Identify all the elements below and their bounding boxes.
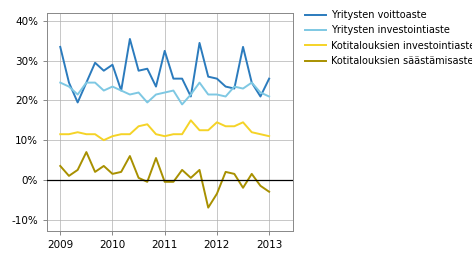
Legend: Yritysten voittoaste, Yritysten investointiaste, Kotitalouksien investointiaste,: Yritysten voittoaste, Yritysten investoi… <box>304 10 472 66</box>
